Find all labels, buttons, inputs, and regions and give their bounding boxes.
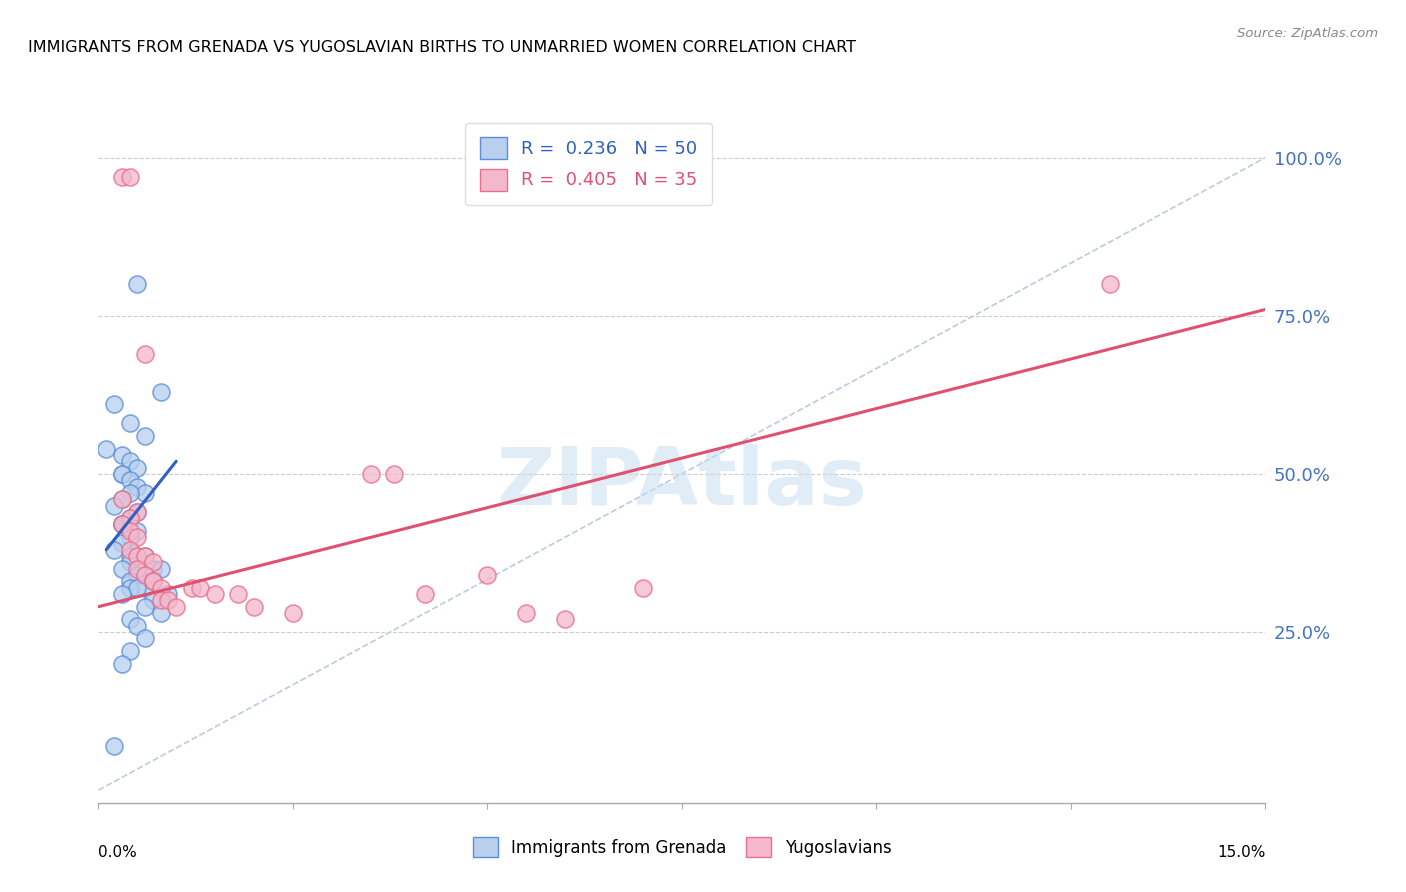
Point bbox=[134, 581, 156, 595]
Point bbox=[134, 568, 156, 582]
Point bbox=[103, 739, 125, 753]
Point bbox=[149, 606, 172, 620]
Point bbox=[111, 492, 134, 507]
Point bbox=[118, 581, 141, 595]
Point bbox=[142, 574, 165, 589]
Point bbox=[118, 511, 141, 525]
Point bbox=[149, 593, 172, 607]
Point bbox=[103, 397, 125, 411]
Point bbox=[111, 562, 134, 576]
Point bbox=[111, 169, 134, 184]
Point bbox=[127, 581, 149, 595]
Point bbox=[118, 530, 141, 544]
Point bbox=[103, 542, 125, 557]
Point bbox=[127, 549, 149, 563]
Point bbox=[142, 593, 165, 607]
Point bbox=[111, 467, 134, 481]
Point bbox=[103, 499, 125, 513]
Point bbox=[165, 599, 187, 614]
Point bbox=[118, 511, 141, 525]
Point bbox=[631, 581, 654, 595]
Point bbox=[118, 169, 141, 184]
Point bbox=[118, 473, 141, 487]
Point bbox=[477, 568, 499, 582]
Point bbox=[118, 556, 141, 570]
Point bbox=[127, 530, 149, 544]
Point bbox=[118, 549, 141, 563]
Text: ZIPAtlas: ZIPAtlas bbox=[496, 443, 868, 522]
Point bbox=[118, 574, 141, 589]
Point bbox=[127, 505, 149, 519]
Point bbox=[134, 549, 156, 563]
Point bbox=[111, 448, 134, 462]
Point bbox=[127, 549, 149, 563]
Point bbox=[118, 612, 141, 626]
Point bbox=[111, 657, 134, 671]
Point bbox=[281, 606, 304, 620]
Point bbox=[188, 581, 211, 595]
Point bbox=[142, 562, 165, 576]
Point bbox=[149, 562, 172, 576]
Point bbox=[142, 556, 165, 570]
Point bbox=[134, 486, 156, 500]
Point bbox=[127, 277, 149, 292]
Point bbox=[118, 486, 141, 500]
Point bbox=[134, 549, 156, 563]
Text: Source: ZipAtlas.com: Source: ZipAtlas.com bbox=[1237, 27, 1378, 40]
Point bbox=[127, 618, 149, 632]
Point bbox=[111, 467, 134, 481]
Point bbox=[204, 587, 226, 601]
Point bbox=[111, 587, 134, 601]
Point bbox=[127, 562, 149, 576]
Point bbox=[413, 587, 436, 601]
Point bbox=[134, 632, 156, 646]
Point bbox=[118, 644, 141, 658]
Point bbox=[118, 454, 141, 468]
Point bbox=[228, 587, 250, 601]
Point bbox=[127, 505, 149, 519]
Point bbox=[127, 524, 149, 538]
Point bbox=[149, 581, 172, 595]
Point bbox=[142, 574, 165, 589]
Point bbox=[134, 429, 156, 443]
Point bbox=[382, 467, 405, 481]
Point bbox=[360, 467, 382, 481]
Point bbox=[134, 347, 156, 361]
Point bbox=[554, 612, 576, 626]
Point bbox=[243, 599, 266, 614]
Point bbox=[127, 568, 149, 582]
Legend: Immigrants from Grenada, Yugoslavians: Immigrants from Grenada, Yugoslavians bbox=[465, 830, 898, 864]
Point bbox=[118, 524, 141, 538]
Text: 15.0%: 15.0% bbox=[1218, 845, 1265, 860]
Point bbox=[127, 479, 149, 493]
Point bbox=[1098, 277, 1121, 292]
Point bbox=[142, 574, 165, 589]
Point bbox=[118, 542, 141, 557]
Point bbox=[111, 492, 134, 507]
Point bbox=[111, 517, 134, 532]
Point bbox=[515, 606, 537, 620]
Text: 0.0%: 0.0% bbox=[98, 845, 138, 860]
Point bbox=[111, 517, 134, 532]
Point bbox=[134, 568, 156, 582]
Point bbox=[149, 384, 172, 399]
Point bbox=[157, 587, 180, 601]
Point bbox=[157, 593, 180, 607]
Point bbox=[127, 460, 149, 475]
Point bbox=[180, 581, 202, 595]
Point bbox=[118, 417, 141, 431]
Point bbox=[111, 536, 134, 550]
Text: IMMIGRANTS FROM GRENADA VS YUGOSLAVIAN BIRTHS TO UNMARRIED WOMEN CORRELATION CHA: IMMIGRANTS FROM GRENADA VS YUGOSLAVIAN B… bbox=[28, 40, 856, 55]
Point bbox=[111, 517, 134, 532]
Point bbox=[134, 599, 156, 614]
Point bbox=[96, 442, 118, 456]
